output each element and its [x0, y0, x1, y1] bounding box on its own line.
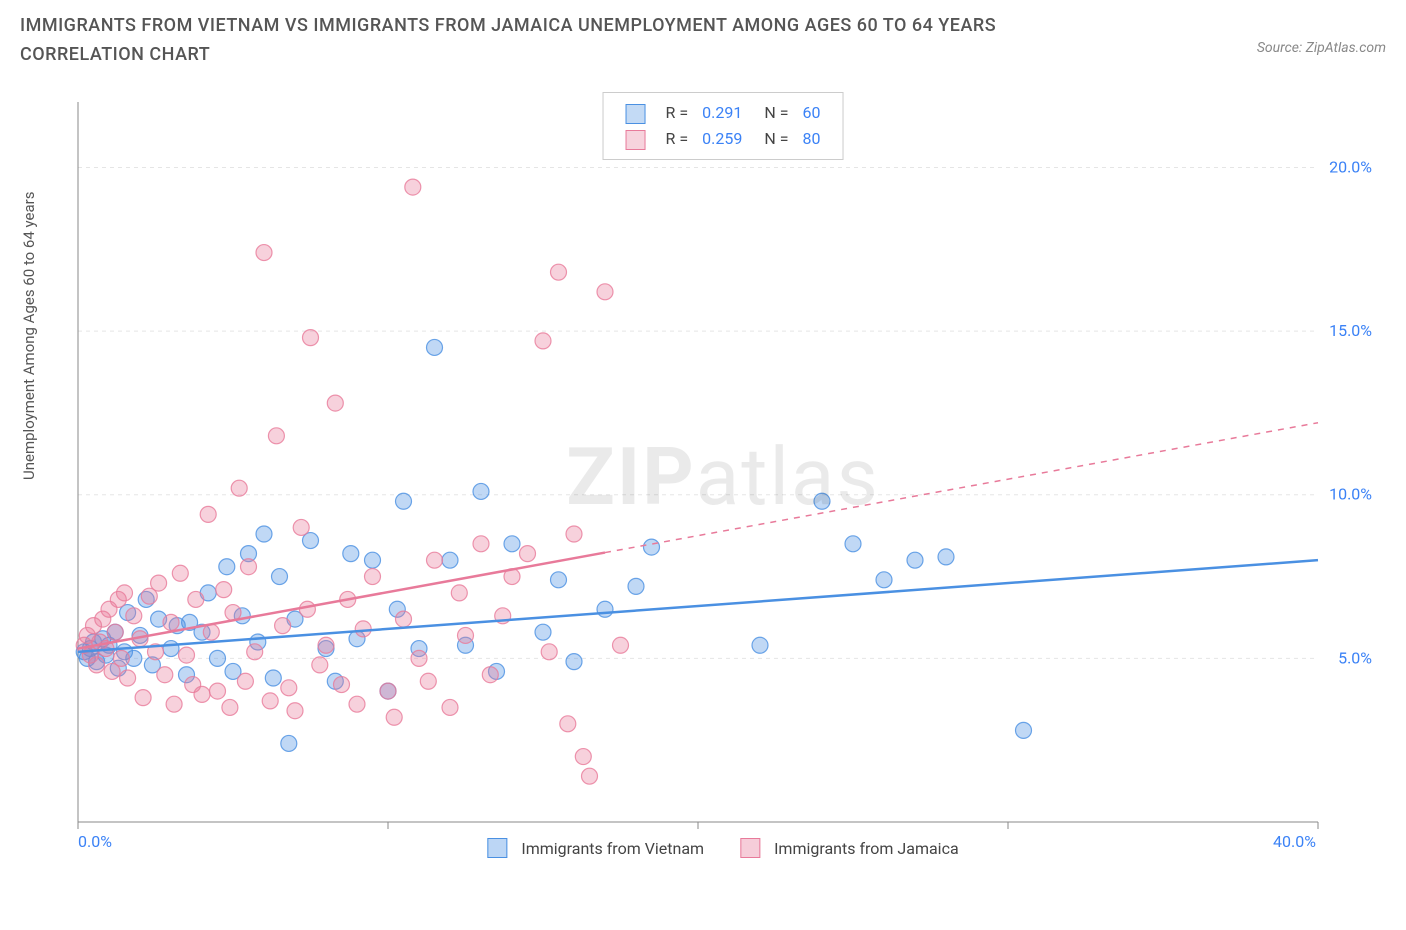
x-tick-label: 40.0% [1273, 832, 1316, 851]
legend-item: Immigrants from Vietnam [487, 838, 704, 858]
legend-stat-row: R =0.291N =60 [620, 101, 827, 125]
legend-item: Immigrants from Jamaica [740, 838, 959, 858]
source-label: Source: ZipAtlas.com [1257, 40, 1386, 56]
legend-series: Immigrants from Vietnam Immigrants from J… [487, 838, 958, 858]
svg-text:5.0%: 5.0% [1338, 648, 1372, 667]
y-axis-label: Unemployment Among Ages 60 to 64 years [20, 192, 38, 480]
chart-title: IMMIGRANTS FROM VIETNAM VS IMMIGRANTS FR… [20, 12, 1120, 70]
svg-text:15.0%: 15.0% [1329, 321, 1372, 340]
legend-stat-row: R =0.259N =80 [620, 127, 827, 151]
x-tick-label: 0.0% [78, 832, 112, 851]
svg-text:20.0%: 20.0% [1329, 157, 1372, 176]
legend-stats: R =0.291N =60R =0.259N =80 [603, 92, 844, 160]
scatter-plot: 5.0%10.0%15.0%20.0% ZIPatlas R =0.291N =… [68, 92, 1378, 862]
svg-text:10.0%: 10.0% [1329, 485, 1372, 504]
